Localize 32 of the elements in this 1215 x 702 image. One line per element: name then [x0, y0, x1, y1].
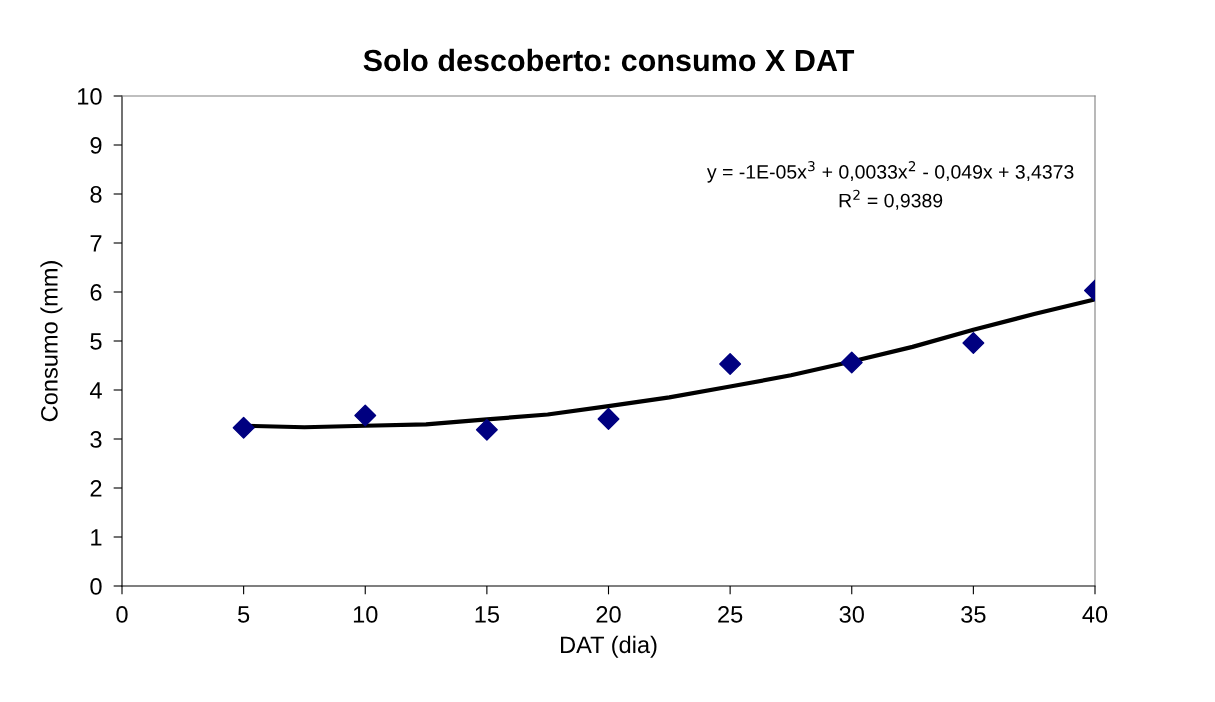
- y-tick-label: 9: [90, 137, 102, 154]
- y-tick-label: 5: [90, 333, 102, 350]
- point: [962, 331, 985, 354]
- point: [597, 407, 620, 430]
- point: [840, 351, 863, 374]
- x-tick-label: 15: [475, 606, 500, 623]
- annotation: y = -1E-05x$^{3}$ + 0,0033x$^{2}$ - 0,049x + 3,4373: [706, 161, 1074, 183]
- x-tick-label: 0: [116, 606, 128, 623]
- point: [232, 416, 255, 439]
- y-tick-label: 4: [89, 382, 102, 399]
- y-tick-label: 8: [90, 186, 102, 203]
- x-tick-label: 30: [839, 606, 864, 623]
- annotation: R$^{2}$ = 0,9389: [839, 189, 943, 210]
- y-tick-label: 7: [90, 235, 102, 252]
- x-axis-title: DAT (dia): [561, 635, 657, 658]
- point: [354, 404, 377, 427]
- y-tick-label: 0: [90, 578, 102, 595]
- y-tick-label: 2: [90, 480, 102, 497]
- y-tick-label: 6: [90, 284, 102, 301]
- y-tick-label: 3: [90, 431, 102, 448]
- x-tick-label: 5: [238, 606, 250, 623]
- y-tick-label: 10: [78, 88, 102, 105]
- x-tick-label: 40: [1082, 606, 1108, 623]
- y-tick-label: 1: [91, 529, 102, 546]
- point: [475, 418, 498, 441]
- y-axis-title: Consumo (mm): [40, 261, 63, 422]
- x-tick-label: 25: [718, 606, 743, 623]
- point: [719, 353, 742, 376]
- x-tick-label: 10: [353, 606, 378, 623]
- chart-title: Solo descoberto: consumo X DAT: [363, 48, 855, 72]
- x-tick-label: 35: [961, 606, 986, 623]
- x-tick-label: 20: [596, 606, 621, 623]
